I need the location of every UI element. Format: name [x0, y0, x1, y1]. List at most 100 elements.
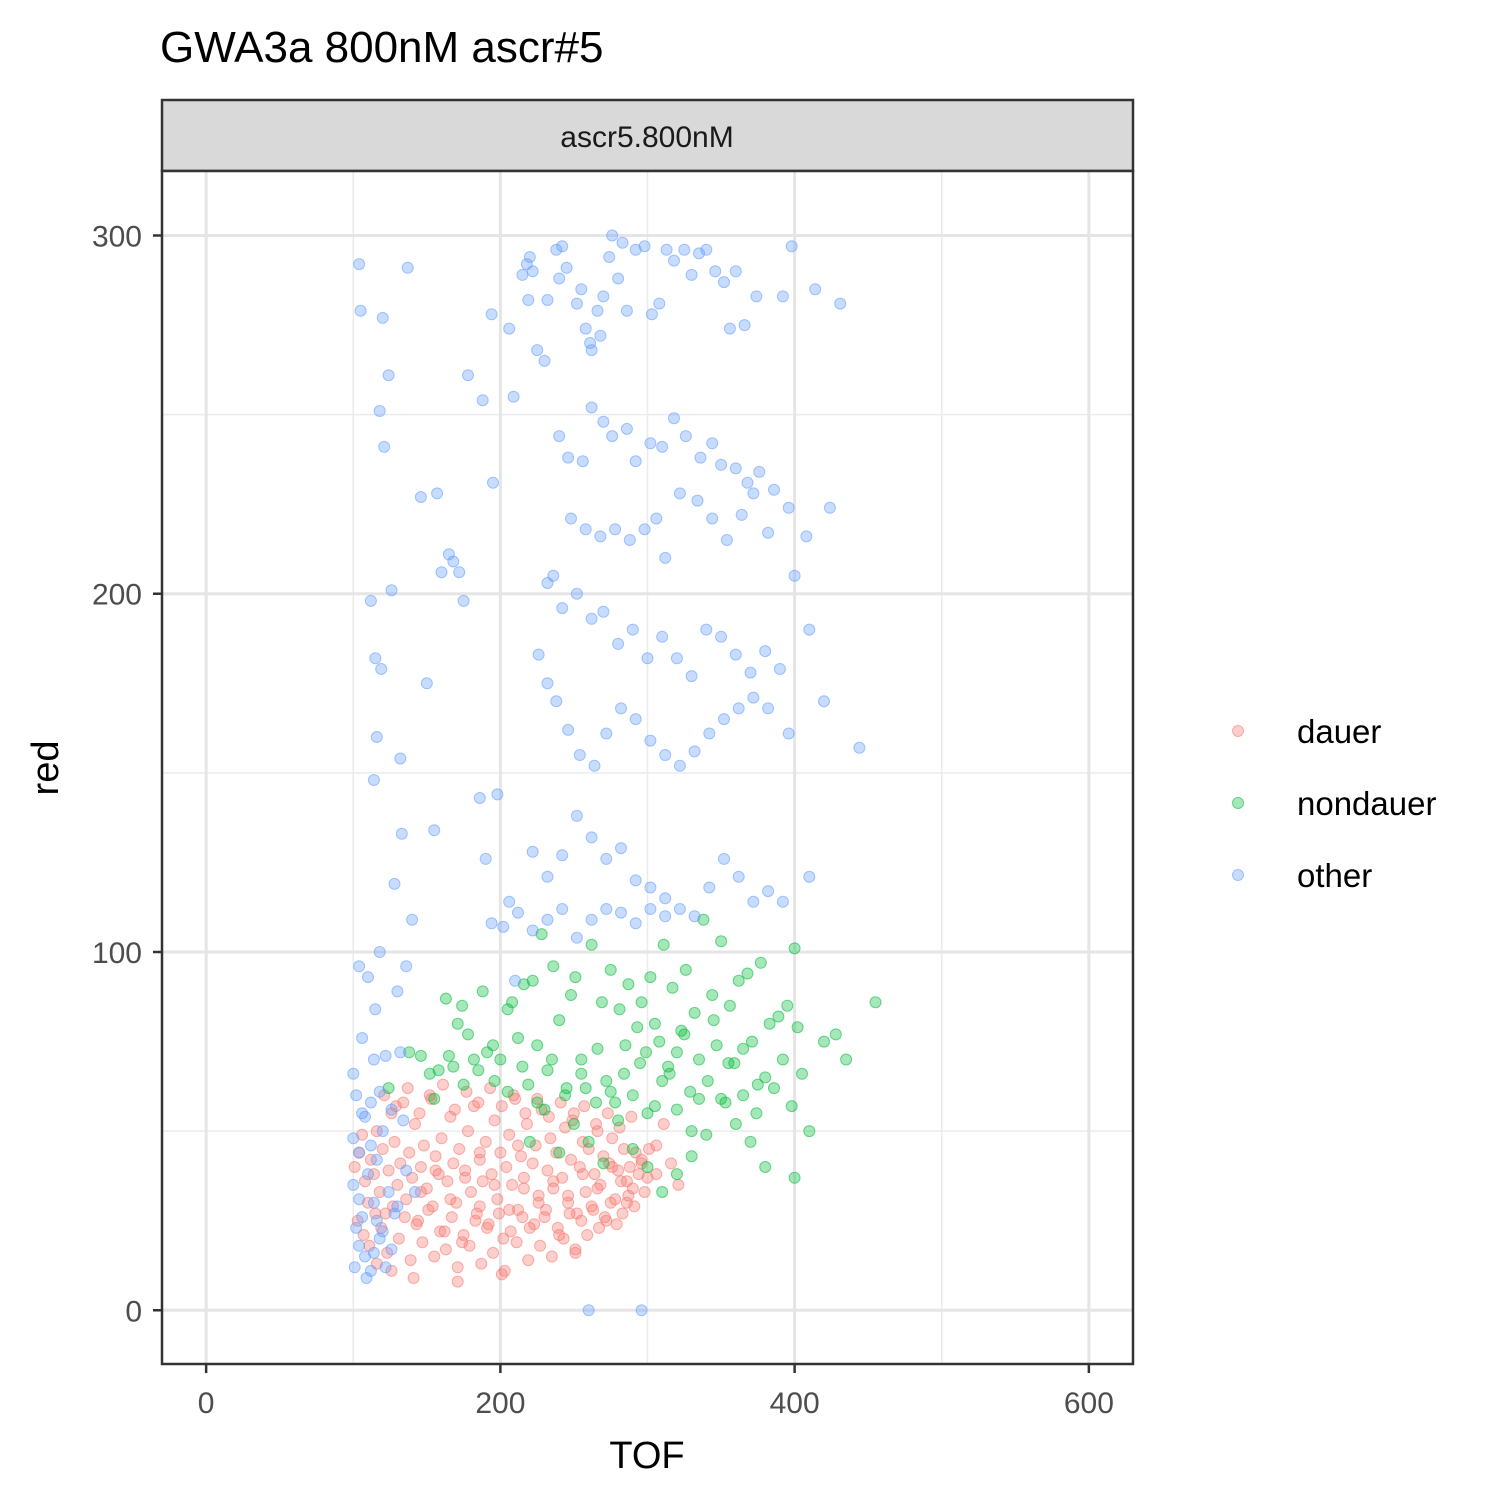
- point-nondauer: [763, 1017, 776, 1030]
- point-dauer: [557, 1232, 570, 1245]
- point-dauer: [503, 1203, 516, 1216]
- point-other: [362, 971, 374, 984]
- point-dauer: [469, 1214, 482, 1227]
- point-dauer: [625, 1110, 638, 1123]
- point-dauer: [494, 1146, 507, 1159]
- point-other: [516, 268, 529, 281]
- point-dauer: [506, 1178, 519, 1191]
- point-nondauer: [432, 1064, 445, 1077]
- point-other: [541, 913, 554, 926]
- point-dauer: [556, 1171, 569, 1184]
- x-tick-label: 600: [1064, 1387, 1114, 1420]
- point-other: [382, 369, 395, 382]
- point-dauer: [569, 1246, 582, 1259]
- point-nondauer: [575, 1053, 588, 1066]
- point-dauer: [453, 1143, 466, 1155]
- point-dauer: [517, 1182, 530, 1195]
- point-dauer: [459, 1171, 472, 1184]
- point-nondauer: [776, 1053, 789, 1066]
- plot-border: [160, 169, 1135, 1366]
- point-dauer: [612, 1164, 625, 1177]
- point-nondauer: [472, 1064, 485, 1077]
- y-axis-title: red: [25, 741, 67, 796]
- point-dauer: [581, 1229, 594, 1241]
- point-other: [668, 254, 680, 267]
- point-other: [369, 1003, 382, 1016]
- point-nondauer: [670, 1046, 683, 1059]
- point-dauer: [620, 1175, 633, 1188]
- point-other: [597, 415, 610, 428]
- point-other: [709, 265, 722, 278]
- point-other: [347, 1132, 360, 1145]
- point-other: [570, 809, 583, 822]
- point-dauer: [638, 1186, 651, 1198]
- point-dauer: [573, 1161, 586, 1173]
- point-nondauer: [604, 1085, 617, 1098]
- point-other: [570, 587, 583, 600]
- y-tick-label: 100: [92, 937, 142, 970]
- point-other: [823, 501, 836, 514]
- point-other: [597, 290, 610, 303]
- point-dauer: [547, 1175, 560, 1188]
- point-dauer: [526, 1157, 539, 1170]
- point-other: [659, 749, 672, 761]
- point-other: [694, 451, 707, 464]
- point-nondauer: [670, 1103, 683, 1116]
- point-nondauer: [403, 1046, 416, 1059]
- point-other: [541, 577, 554, 589]
- point-other: [600, 727, 613, 740]
- point-nondauer: [796, 1067, 808, 1080]
- point-dauer: [462, 1125, 474, 1138]
- point-other: [550, 243, 563, 256]
- point-nondauer: [600, 1075, 613, 1087]
- point-dauer: [622, 1189, 635, 1202]
- point-other: [629, 713, 642, 726]
- point-dauer: [618, 1143, 630, 1155]
- point-nondauer: [517, 978, 530, 991]
- point-dauer: [379, 1207, 392, 1220]
- point-dauer: [519, 1107, 532, 1120]
- facet-strip: [160, 98, 1135, 173]
- point-dauer: [487, 1246, 499, 1259]
- point-nondauer: [553, 1146, 566, 1159]
- point-other: [442, 548, 455, 561]
- point-other: [562, 451, 575, 464]
- point-dauer: [491, 1193, 504, 1206]
- point-other: [715, 630, 728, 643]
- point-other: [512, 906, 524, 919]
- point-nondauer: [476, 985, 489, 998]
- point-other: [660, 243, 673, 256]
- point-other: [350, 1221, 363, 1234]
- point-other: [356, 1211, 369, 1224]
- point-other: [591, 304, 604, 317]
- point-dauer: [665, 1157, 677, 1170]
- point-other: [729, 265, 742, 278]
- point-other: [367, 1196, 380, 1209]
- point-other: [473, 792, 486, 804]
- point-nondauer: [640, 1046, 652, 1059]
- point-nondauer: [516, 1060, 529, 1073]
- point-dauer: [554, 1096, 567, 1109]
- point-dauer: [425, 1092, 438, 1105]
- point-other: [670, 652, 683, 665]
- point-nondauer: [741, 967, 754, 980]
- point-other: [453, 566, 466, 579]
- point-other: [394, 1046, 407, 1059]
- point-dauer: [520, 1118, 533, 1130]
- point-other: [732, 870, 745, 883]
- point-other: [594, 329, 607, 342]
- point-other: [703, 881, 716, 894]
- point-nondauer: [522, 1078, 535, 1091]
- point-dauer: [444, 1193, 457, 1206]
- point-dauer: [391, 1178, 404, 1191]
- point-nondauer: [723, 999, 736, 1012]
- point-dauer: [510, 1236, 523, 1249]
- legend-label-dauer: dauer: [1297, 713, 1381, 750]
- point-other: [620, 304, 633, 317]
- point-other: [720, 534, 733, 546]
- point-other: [635, 1304, 648, 1317]
- point-nondauer: [609, 1096, 622, 1109]
- point-other: [723, 322, 736, 335]
- point-other: [644, 734, 657, 747]
